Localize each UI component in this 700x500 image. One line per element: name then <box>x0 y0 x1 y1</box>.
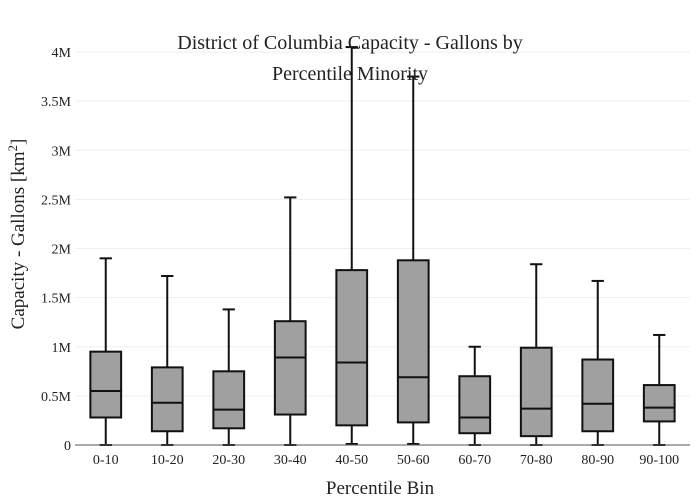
iqr-box <box>581 358 615 433</box>
x-axis-title: Percentile Bin <box>326 478 435 499</box>
x-tick-label: 0-10 <box>93 453 119 468</box>
x-tick-label: 80-90 <box>581 453 614 468</box>
iqr-box <box>458 375 492 435</box>
box-50-60 <box>396 75 430 446</box>
y-axis-title: Capacity - Gallons [km2] <box>5 139 30 330</box>
iqr-box <box>519 346 553 438</box>
x-tick-label: 50-60 <box>397 453 430 468</box>
chart-title-line-1: District of Columbia Capacity - Gallons … <box>177 32 523 54</box>
x-tick-label: 30-40 <box>274 453 307 468</box>
y-axis-title-close: ] <box>8 139 29 145</box>
y-tick-label: 0 <box>64 439 71 454</box>
iqr-box <box>396 259 430 424</box>
x-tick-label: 90-100 <box>639 453 679 468</box>
x-tick-label: 60-70 <box>458 453 491 468</box>
iqr-box <box>642 384 676 423</box>
y-axis-title-main: Capacity - Gallons [km <box>8 151 29 329</box>
axes: 0 0.5M 1M 1.5M 2M 2.5M 3M 3.5M 4M 0-10 10-20 20-30 3… <box>41 46 690 468</box>
box-30-40 <box>273 196 307 446</box>
box-40-50 <box>335 46 369 446</box>
y-tick-label: 1.5M <box>41 292 72 307</box>
chart-title-line-2: Percentile Minority <box>272 63 428 85</box>
iqr-box <box>212 370 246 430</box>
y-tick-label: 2M <box>52 243 72 258</box>
iqr-box <box>89 350 123 419</box>
iqr-box <box>273 320 307 416</box>
box-70-80 <box>519 263 553 446</box>
box-90-100 <box>642 333 676 446</box>
x-tick-label: 40-50 <box>335 453 368 468</box>
y-axis-title-superscript: 2 <box>5 145 20 152</box>
plot-area <box>89 46 676 446</box>
box-60-70 <box>458 345 492 446</box>
box-20-30 <box>212 308 246 446</box>
y-tick-label: 0.5M <box>41 390 72 405</box>
x-tick-label: 20-30 <box>212 453 245 468</box>
y-tick-label: 3M <box>52 144 72 159</box>
box-80-90 <box>581 279 615 446</box>
y-tick-label: 2.5M <box>41 193 72 208</box>
box-0-10 <box>89 257 123 446</box>
y-tick-label: 1M <box>52 341 72 356</box>
x-tick-label: 70-80 <box>520 453 553 468</box>
iqr-box <box>335 269 369 427</box>
box-10-20 <box>150 275 184 446</box>
gridlines <box>75 51 690 397</box>
iqr-box <box>150 366 184 433</box>
y-tick-label: 3.5M <box>41 95 72 110</box>
x-tick-label: 10-20 <box>151 453 184 468</box>
y-tick-label: 4M <box>52 46 72 61</box>
